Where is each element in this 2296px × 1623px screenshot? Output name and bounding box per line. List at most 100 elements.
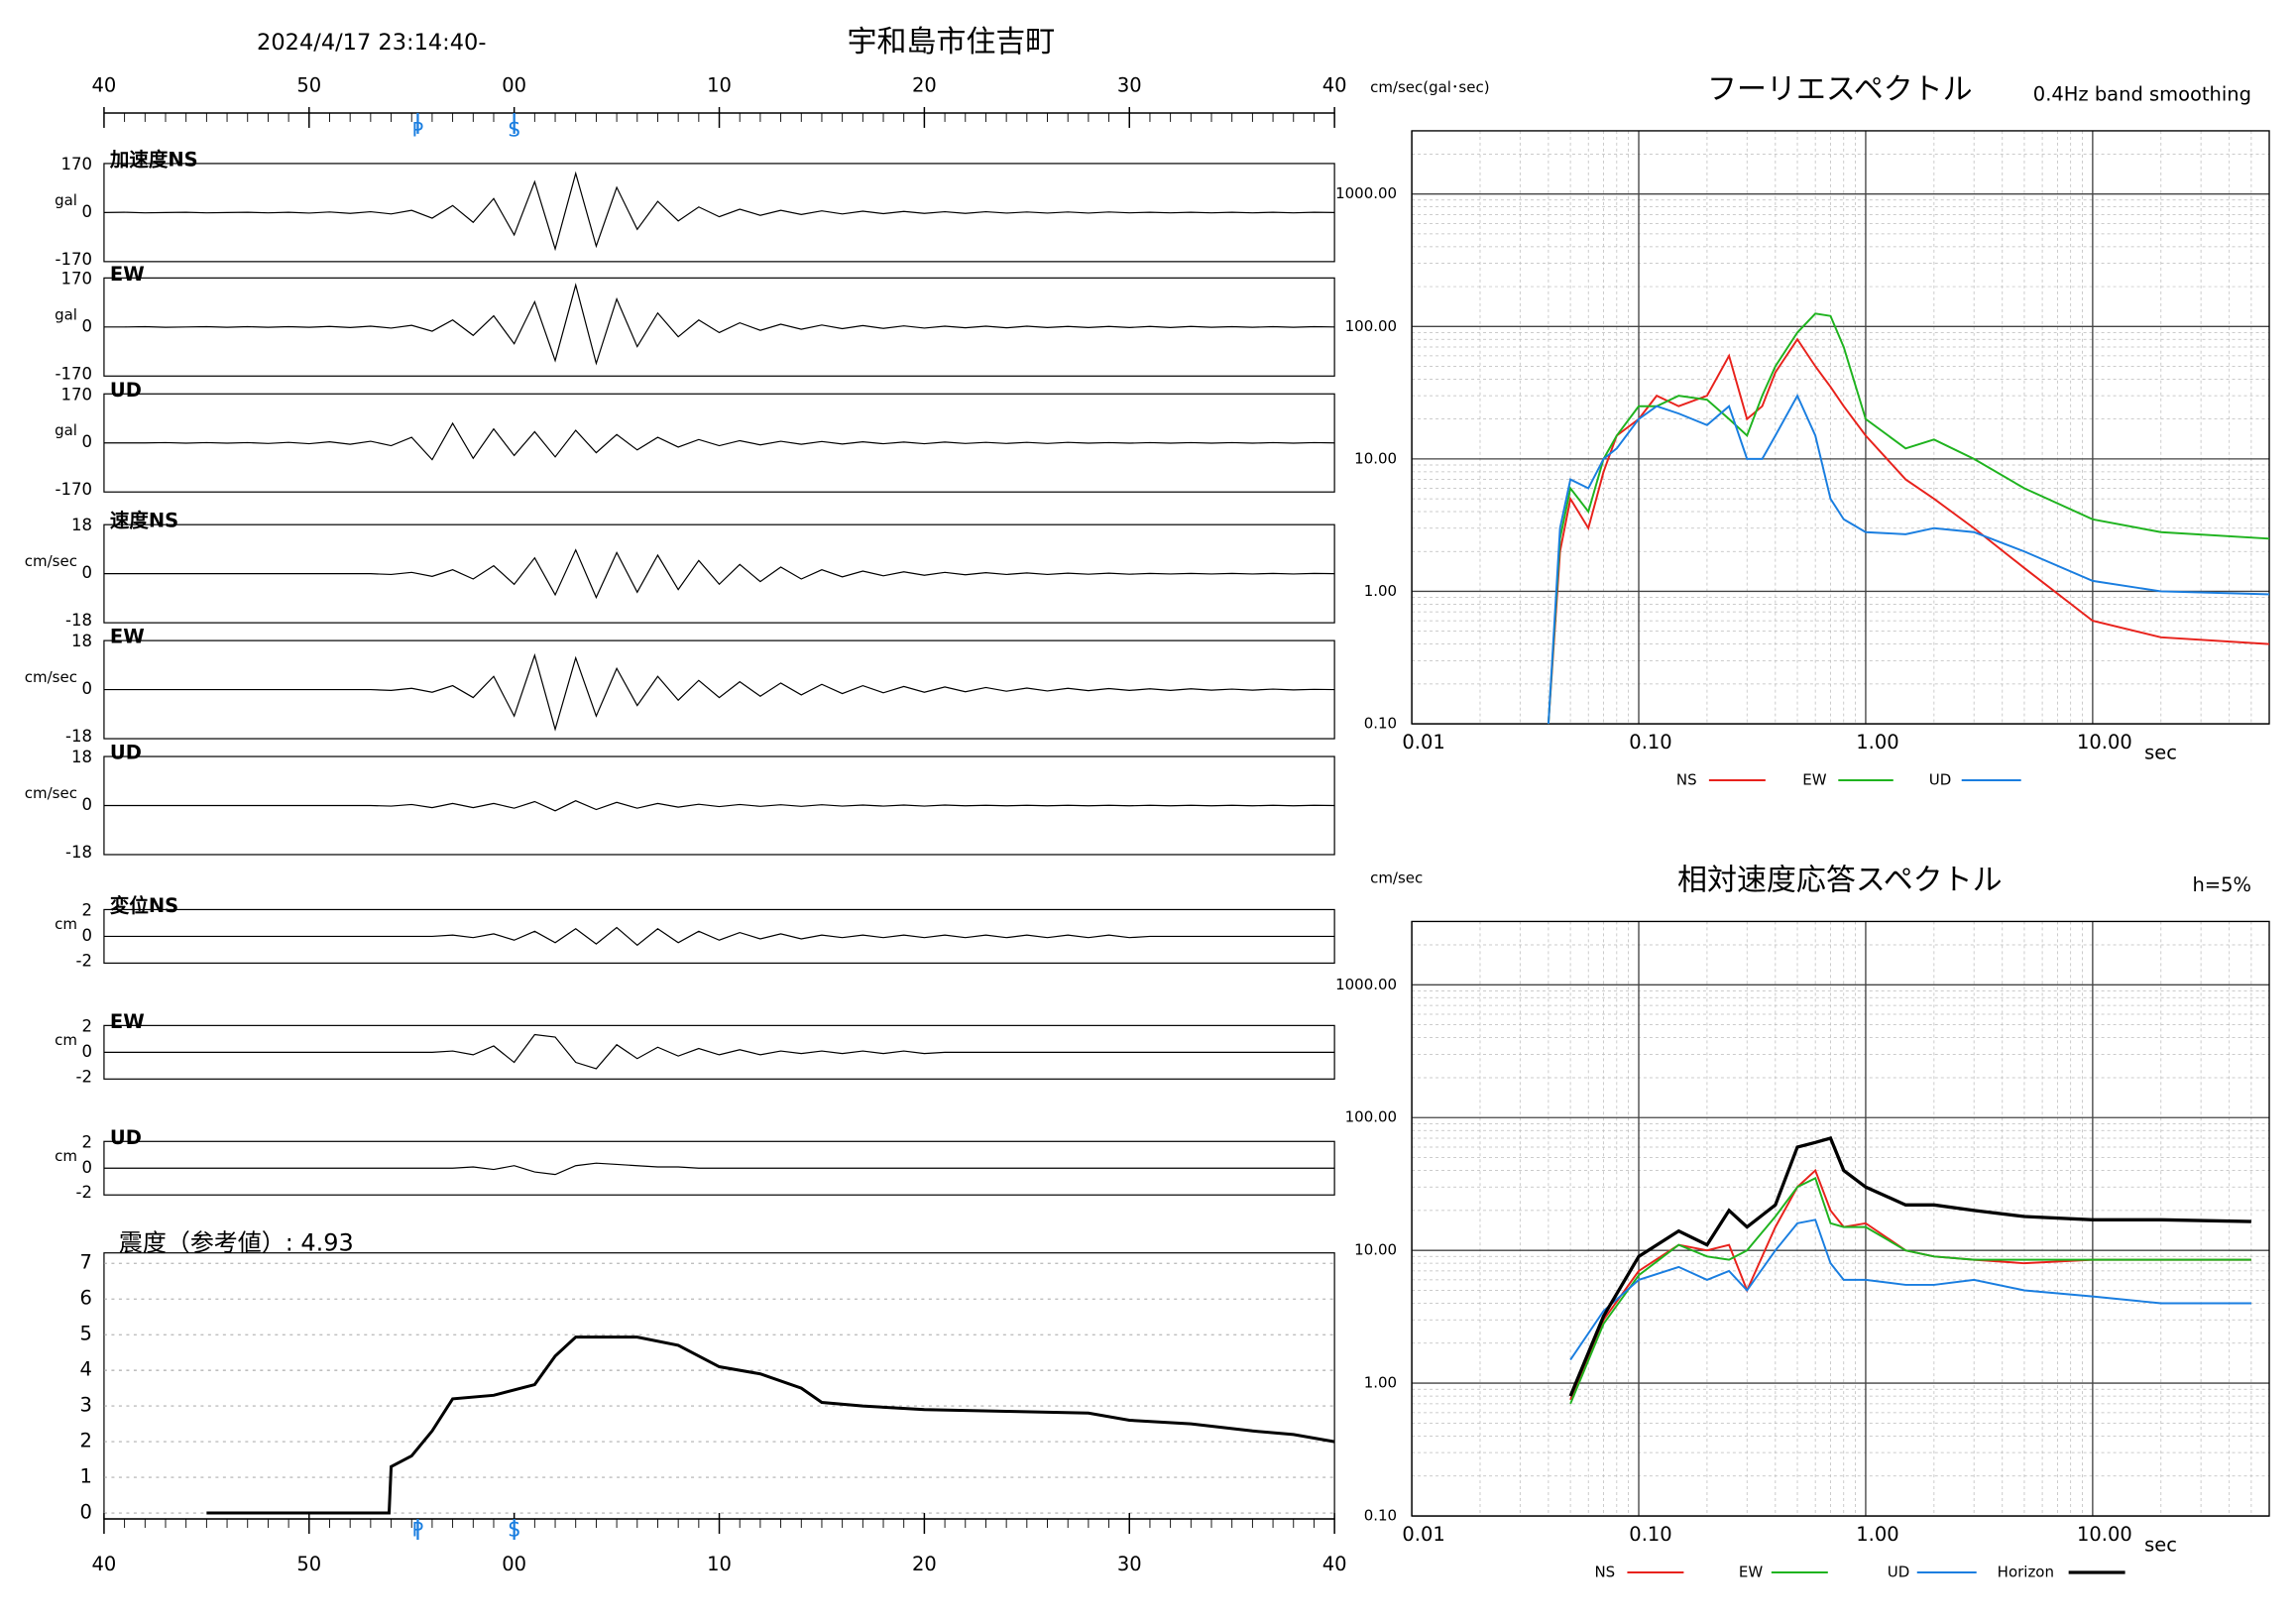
time-tick-label: 10 xyxy=(707,1553,732,1575)
x-tick-label: 0.01 xyxy=(1402,731,1444,754)
y-tick-label: 0 xyxy=(81,202,91,221)
y-tick-label: 18 xyxy=(71,632,92,650)
y-tick-label: 0.10 xyxy=(1364,1507,1397,1525)
time-tick-label: 50 xyxy=(296,1553,321,1575)
time-tick-label: 40 xyxy=(92,1553,117,1575)
y-tick-label: 18 xyxy=(71,748,92,766)
spectrum-title: フーリエスペクトル xyxy=(1707,72,1973,107)
waveform-trace xyxy=(103,652,1335,732)
y-tick-label: 170 xyxy=(61,269,92,288)
phase-label: S xyxy=(508,1519,519,1542)
spectrum-subtitle: 0.4Hz band smoothing xyxy=(2033,82,2251,105)
unit-label: gal xyxy=(55,421,77,439)
waveform-trace xyxy=(103,1162,1335,1176)
y-tick-label: 0 xyxy=(81,679,91,698)
unit-label: cm/sec xyxy=(25,784,77,802)
intensity-title: 震度（参考値）: 4.93 xyxy=(119,1229,354,1257)
time-tick-label: 00 xyxy=(502,73,526,96)
time-tick-label: 30 xyxy=(1117,1553,1142,1575)
phase-label: P xyxy=(412,1519,424,1542)
panel-name: EW xyxy=(110,1010,145,1033)
y-tick-label: 0 xyxy=(81,563,91,582)
y-tick-label: 0 xyxy=(81,926,91,945)
y-tick-label: 1000.00 xyxy=(1335,976,1397,993)
waveform-trace xyxy=(103,283,1335,366)
y-tick-label: 1000.00 xyxy=(1335,184,1397,202)
y-tick-label: 5 xyxy=(80,1323,92,1345)
y-tick-label: 100.00 xyxy=(1345,317,1397,335)
unit-label: gal xyxy=(55,191,77,209)
y-tick-label: -170 xyxy=(56,480,92,499)
y-tick-label: 2 xyxy=(81,1132,91,1151)
panel-name: UD xyxy=(110,742,142,764)
spectrum-line xyxy=(1569,1176,2251,1405)
phase-label: P xyxy=(412,118,424,141)
y-tick-label: 0 xyxy=(81,1042,91,1061)
time-tick-label: 40 xyxy=(1322,73,1347,96)
y-tick-label: 0 xyxy=(81,795,91,814)
x-tick-label: 0.10 xyxy=(1629,731,1671,754)
unit-label: cm xyxy=(55,1147,77,1165)
spectrum-title: 相対速度応答スペクトル xyxy=(1677,863,2003,897)
y-tick-label: -2 xyxy=(76,1183,92,1202)
time-tick-label: 50 xyxy=(296,73,321,96)
y-tick-label: -2 xyxy=(76,1067,92,1086)
intensity-line xyxy=(206,1335,1335,1515)
time-tick-label: 00 xyxy=(502,1553,526,1575)
time-tick-label: 40 xyxy=(1322,1553,1347,1575)
y-tick-label: 100.00 xyxy=(1345,1108,1397,1126)
legend-label: Horizon xyxy=(1998,1564,2054,1581)
y-tick-label: -170 xyxy=(56,364,92,383)
y-tick-label: 2 xyxy=(81,1016,91,1035)
time-tick-label: 10 xyxy=(707,73,732,96)
y-tick-label: 10.00 xyxy=(1354,449,1397,467)
phase-label: S xyxy=(508,118,519,141)
y-tick-label: -18 xyxy=(65,611,92,630)
y-tick-label: 4 xyxy=(80,1358,92,1381)
legend-label: UD xyxy=(1888,1564,1910,1581)
y-tick-label: 6 xyxy=(80,1287,92,1310)
unit-label: cm xyxy=(55,1031,77,1049)
x-tick-label: 1.00 xyxy=(1856,1523,1898,1546)
time-tick-label: 20 xyxy=(912,1553,937,1575)
time-tick-label: 40 xyxy=(92,73,117,96)
x-tick-label: 10.00 xyxy=(2077,731,2132,754)
y-tick-label: -170 xyxy=(56,250,92,269)
waveform-trace xyxy=(103,548,1335,600)
y-tick-label: 18 xyxy=(71,516,92,534)
y-axis-label: cm/sec(gal･sec) xyxy=(1370,78,1489,96)
x-tick-label: 1.00 xyxy=(1856,731,1898,754)
unit-label: gal xyxy=(55,305,77,323)
spectrum-subtitle: h=5% xyxy=(2192,873,2251,896)
y-tick-label: 7 xyxy=(80,1251,92,1274)
y-tick-label: 2 xyxy=(80,1430,92,1452)
legend-label: NS xyxy=(1594,1564,1615,1581)
panel-name: 変位NS xyxy=(110,894,178,917)
time-tick-label: 20 xyxy=(912,73,937,96)
x-tick-label: 10.00 xyxy=(2077,1523,2132,1546)
y-tick-label: 1 xyxy=(80,1465,92,1488)
waveform-trace xyxy=(103,800,1335,812)
y-tick-label: 1.00 xyxy=(1364,1374,1397,1392)
y-tick-label: 0.10 xyxy=(1364,715,1397,733)
unit-label: cm xyxy=(55,915,77,933)
panel-name: 速度NS xyxy=(110,510,178,532)
y-tick-label: 0 xyxy=(81,432,91,451)
waveform-trace xyxy=(103,1033,1335,1070)
x-axis-label: sec xyxy=(2144,1534,2177,1557)
legend-label: EW xyxy=(1739,1564,1763,1581)
y-tick-label: 0 xyxy=(81,316,91,335)
start-time: 2024/4/17 23:14:40- xyxy=(257,30,486,56)
y-tick-label: 3 xyxy=(80,1394,92,1417)
x-axis-label: sec xyxy=(2144,742,2177,764)
legend-label: EW xyxy=(1802,771,1826,789)
plot-frame xyxy=(1411,920,2270,1517)
legend-label: NS xyxy=(1676,771,1697,789)
panel-name: UD xyxy=(110,379,142,402)
y-tick-label: 1.00 xyxy=(1364,582,1397,600)
unit-label: cm/sec xyxy=(25,552,77,570)
y-tick-label: -2 xyxy=(76,951,92,970)
spectrum-line xyxy=(1547,337,2270,725)
